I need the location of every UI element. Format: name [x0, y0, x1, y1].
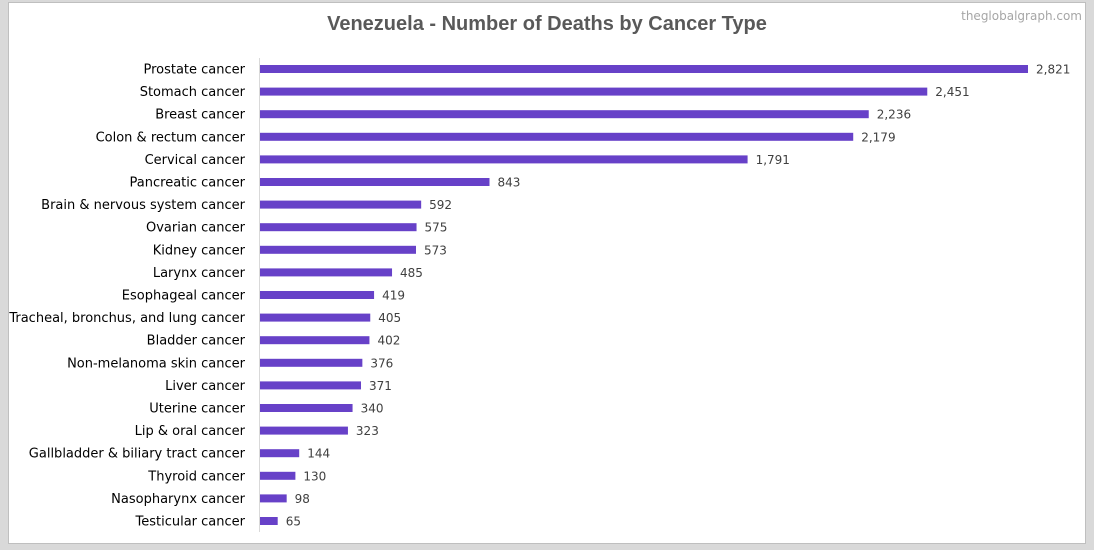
value-label: 402	[377, 334, 400, 348]
value-label: 419	[382, 289, 405, 303]
value-label: 340	[361, 402, 384, 416]
category-label: Stomach cancer	[140, 85, 246, 100]
value-label: 144	[307, 447, 330, 461]
category-label: Colon & rectum cancer	[96, 130, 246, 145]
bar	[260, 132, 854, 141]
bar	[260, 471, 296, 480]
category-label: Non-melanoma skin cancer	[67, 356, 246, 371]
bar	[260, 449, 300, 458]
bar	[260, 110, 869, 119]
bar	[260, 336, 370, 345]
value-label: 1,791	[756, 153, 790, 167]
bar	[260, 517, 278, 525]
value-label: 371	[369, 379, 392, 393]
category-label: Cervical cancer	[145, 153, 246, 168]
value-label: 592	[429, 198, 452, 212]
category-label: Pancreatic cancer	[130, 176, 246, 191]
bar	[260, 155, 748, 164]
value-label: 65	[286, 515, 301, 529]
value-label: 376	[370, 356, 393, 370]
bar	[260, 358, 363, 367]
category-label: Esophageal cancer	[122, 289, 246, 304]
bar	[260, 178, 490, 186]
category-label: Lip & oral cancer	[135, 424, 246, 439]
bar	[260, 404, 353, 412]
watermark: theglobalgraph.com	[961, 9, 1082, 23]
category-label: Larynx cancer	[153, 266, 246, 281]
category-label: Breast cancer	[155, 108, 245, 123]
category-label: Tracheal, bronchus, and lung cancer	[8, 311, 245, 326]
value-label: 130	[303, 469, 326, 483]
category-label: Nasopharynx cancer	[111, 492, 245, 507]
category-label: Ovarian cancer	[146, 221, 246, 236]
bar	[260, 268, 393, 277]
category-label: Thyroid cancer	[147, 469, 245, 484]
value-label: 2,179	[861, 130, 895, 144]
category-label: Uterine cancer	[149, 402, 245, 417]
category-label: Brain & nervous system cancer	[41, 198, 245, 213]
category-label: Testicular cancer	[135, 515, 246, 530]
category-label: Gallbladder & biliary tract cancer	[29, 447, 246, 462]
value-label: 2,451	[935, 85, 969, 99]
bar	[260, 65, 1028, 73]
category-label: Bladder cancer	[147, 334, 246, 349]
value-label: 575	[425, 221, 448, 235]
bar	[260, 313, 371, 322]
bar	[260, 381, 362, 390]
category-label: Kidney cancer	[153, 243, 246, 258]
bar	[260, 87, 928, 96]
value-label: 2,821	[1036, 63, 1070, 77]
value-label: 843	[498, 176, 521, 190]
bar	[260, 200, 422, 209]
bar	[260, 494, 287, 503]
value-label: 573	[424, 243, 447, 257]
value-label: 323	[356, 424, 379, 438]
value-label: 2,236	[877, 108, 911, 122]
bar	[260, 245, 416, 254]
value-label: 98	[295, 492, 310, 506]
category-label: Liver cancer	[165, 379, 246, 394]
value-label: 405	[378, 311, 401, 325]
category-label: Prostate cancer	[143, 63, 245, 78]
bar	[260, 426, 348, 435]
value-label: 485	[400, 266, 423, 280]
chart-title: Venezuela - Number of Deaths by Cancer T…	[327, 13, 767, 35]
bar	[260, 291, 375, 299]
bar	[260, 223, 417, 232]
